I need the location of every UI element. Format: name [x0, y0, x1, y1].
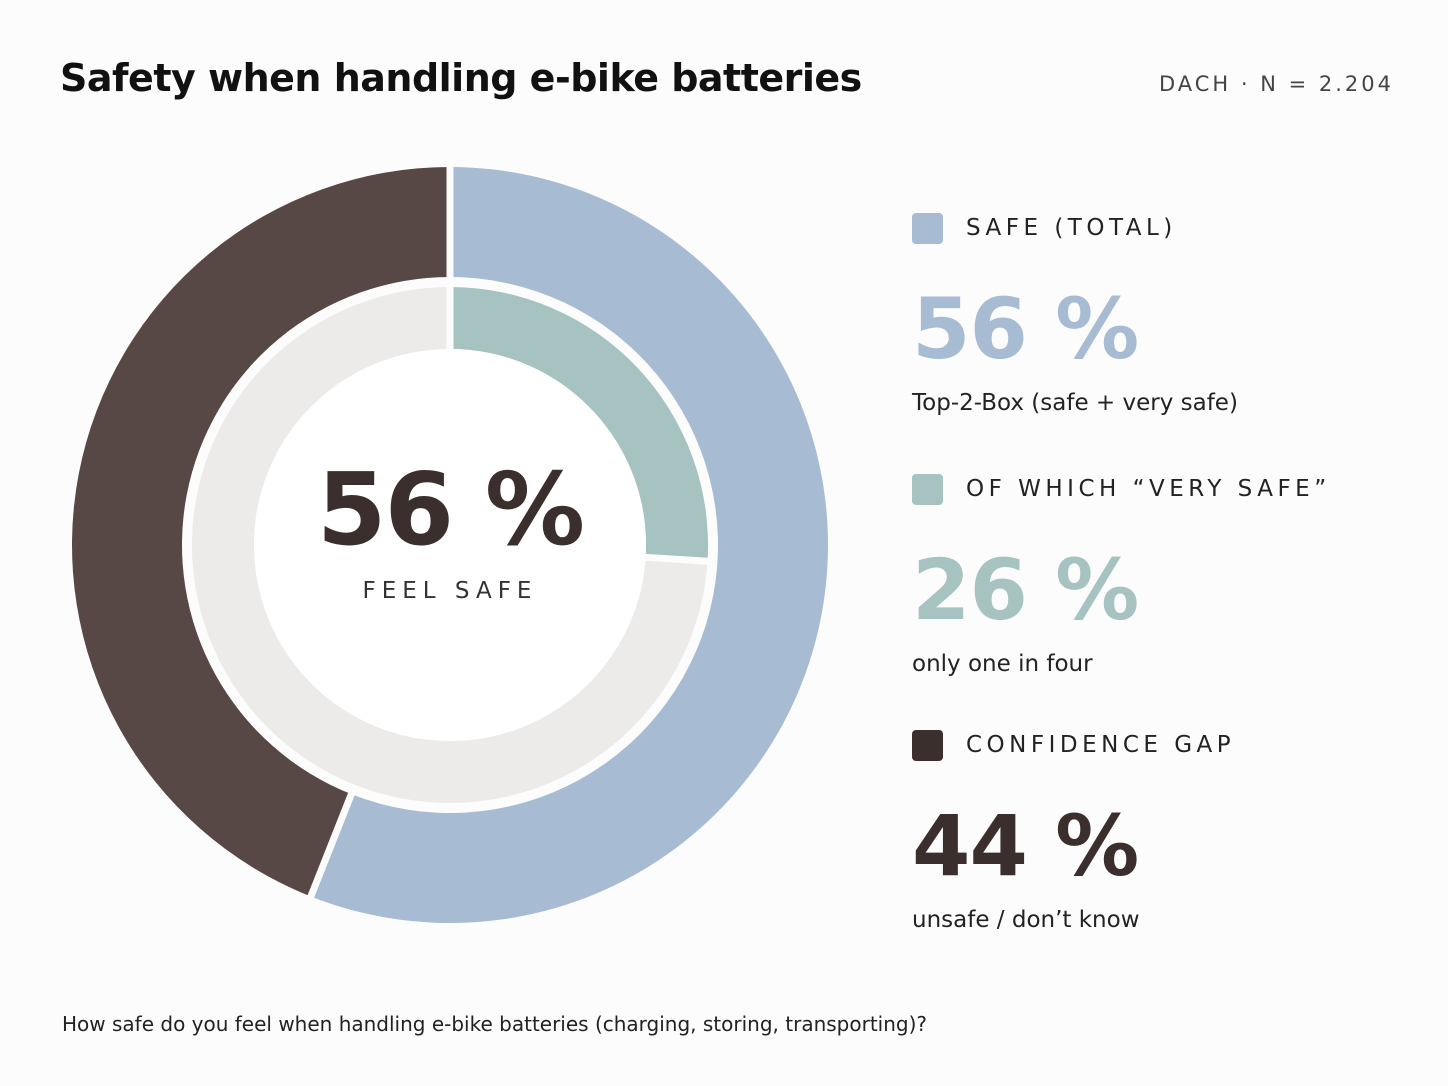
legend-swatch-safe [912, 212, 943, 244]
legend-swatch-gap [912, 729, 943, 761]
donut-outer-slice-1 [71, 167, 451, 897]
sample-info: DACH · N = 2.204 [1158, 72, 1394, 96]
legend-value-very-safe: 26 % [912, 541, 1139, 639]
center-value: 56 % [316, 451, 585, 568]
center-label: FEEL SAFE [362, 578, 538, 604]
donut-inner-separator-1 [643, 553, 710, 565]
legend-sub-gap: unsafe / don’t know [912, 907, 1140, 933]
legend-sub-very-safe: only one in four [912, 651, 1093, 677]
chart-title: Safety when handling e-bike batteries [60, 56, 862, 100]
legend-very-safe: OF WHICH “VERY SAFE” 26 % only one in fo… [912, 473, 1331, 677]
legend-value-gap: 44 % [912, 797, 1139, 895]
donut-inner-slice-0 [450, 287, 708, 562]
legend-confidence-gap: CONFIDENCE GAP 44 % unsafe / don’t know [912, 729, 1235, 933]
donut-chart [71, 165, 829, 924]
legend-label-very-safe: OF WHICH “VERY SAFE” [966, 476, 1331, 502]
legend-sub-safe: Top-2-Box (safe + very safe) [912, 390, 1238, 416]
legend-label-safe: SAFE (TOTAL) [966, 215, 1177, 241]
legend-swatch-very-safe [912, 473, 943, 505]
donut-outer-separator-1 [306, 791, 356, 900]
donut-outer-slice-0 [310, 167, 829, 924]
survey-question: How safe do you feel when handling e-bik… [62, 1012, 928, 1036]
legend-value-safe: 56 % [912, 280, 1139, 378]
donut-center-hole [254, 349, 646, 741]
legend-safe-total: SAFE (TOTAL) 56 % Top-2-Box (safe + very… [912, 212, 1238, 416]
legend-label-gap: CONFIDENCE GAP [966, 732, 1236, 758]
